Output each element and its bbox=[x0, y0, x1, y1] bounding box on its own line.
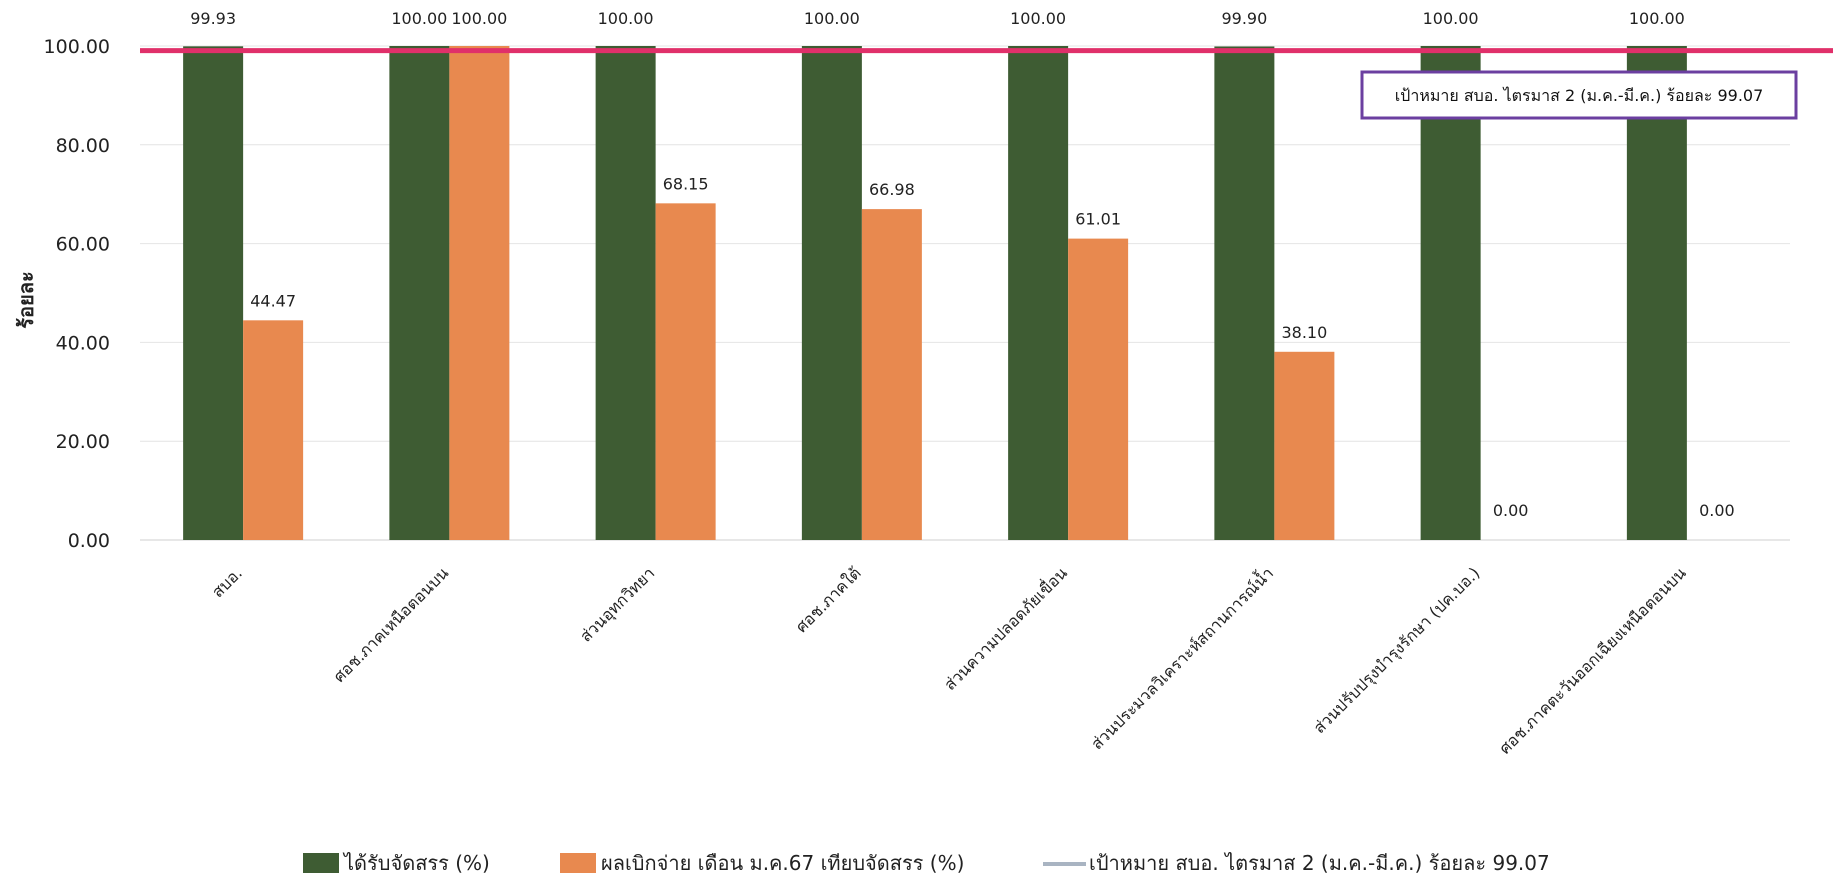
bar-disbursed bbox=[1068, 238, 1129, 540]
legend-swatch-allocated bbox=[303, 853, 339, 873]
target-annotation-text: เป้าหมาย สบอ. ไตรมาส 2 (ม.ค.-มี.ค.) ร้อย… bbox=[1395, 86, 1764, 105]
data-label: 100.00 bbox=[598, 9, 654, 28]
x-category-label: ส่วนอุทกวิทยา bbox=[576, 563, 659, 646]
y-tick-label: 100.00 bbox=[44, 36, 110, 58]
bar-disbursed bbox=[449, 46, 510, 540]
x-category-label: ส่วนประมวลวิเคราะห์สถานการณ์น้ำ bbox=[1086, 562, 1277, 753]
x-category-label: ส่วนปรับปรุงบำรุงรักษา (ปค.บอ.) bbox=[1310, 563, 1485, 738]
legend-label-allocated: ได้รับจัดสรร (%) bbox=[342, 851, 490, 874]
y-tick-label: 60.00 bbox=[56, 234, 110, 256]
data-label: 44.47 bbox=[250, 291, 296, 310]
y-tick-label: 0.00 bbox=[68, 530, 110, 552]
x-category-label: ส่วนความปลอดภัยเขื่อน bbox=[939, 562, 1071, 694]
bar-allocated bbox=[183, 46, 244, 541]
x-category-label: สบอ. bbox=[208, 563, 246, 601]
data-label: 100.00 bbox=[804, 9, 860, 28]
data-label: 100.00 bbox=[1629, 9, 1685, 28]
y-tick-label: 40.00 bbox=[56, 332, 110, 354]
bar-allocated bbox=[595, 46, 656, 540]
gridlines bbox=[140, 45, 1790, 541]
bar-disbursed bbox=[655, 203, 716, 541]
target-annotation-box bbox=[1360, 70, 1798, 120]
bars bbox=[183, 46, 1687, 541]
bar-allocated bbox=[1008, 46, 1069, 540]
x-category-label: ศอช.ภาคใต้ bbox=[792, 563, 865, 636]
y-tick-label: 80.00 bbox=[56, 135, 110, 157]
data-label: 68.15 bbox=[663, 174, 709, 193]
data-label: 66.98 bbox=[869, 180, 915, 199]
data-label: 100.00 bbox=[391, 9, 447, 28]
bar-allocated bbox=[1420, 46, 1481, 540]
legend-label-target: เป้าหมาย สบอ. ไตรมาส 2 (ม.ค.-มี.ค.) ร้อย… bbox=[1089, 851, 1550, 874]
data-label: 99.90 bbox=[1221, 9, 1267, 28]
legend: ได้รับจัดสรร (%) ผลเบิกจ่าย เดือน ม.ค.67… bbox=[303, 851, 1550, 874]
y-axis-label: ร้อยละ bbox=[14, 271, 38, 328]
bar-allocated bbox=[389, 46, 450, 540]
data-label: 100.00 bbox=[1010, 9, 1066, 28]
data-label: 99.93 bbox=[190, 9, 236, 28]
legend-swatch-disbursed bbox=[560, 853, 596, 873]
data-label: 100.00 bbox=[451, 9, 507, 28]
bar-disbursed bbox=[243, 320, 304, 540]
bar-allocated bbox=[1626, 46, 1687, 540]
data-label: 100.00 bbox=[1423, 9, 1479, 28]
bar-allocated bbox=[801, 46, 862, 540]
data-label: 38.10 bbox=[1281, 323, 1327, 342]
y-axis-ticks: 0.00 20.00 40.00 60.00 80.00 100.00 bbox=[44, 36, 110, 552]
x-category-label: ศอช.ภาคเหนือตอนบน bbox=[329, 563, 452, 686]
data-label: 0.00 bbox=[1493, 501, 1529, 520]
target-annotation: เป้าหมาย สบอ. ไตรมาส 2 (ม.ค.-มี.ค.) ร้อย… bbox=[1360, 70, 1798, 120]
y-tick-label: 20.00 bbox=[56, 431, 110, 453]
bar-disbursed bbox=[861, 209, 922, 540]
data-label: 61.01 bbox=[1075, 210, 1121, 229]
category-labels: สบอ. ศอช.ภาคเหนือตอนบน ส่วนอุทกวิทยา ศอช.ภา… bbox=[208, 562, 1690, 758]
data-label: 0.00 bbox=[1699, 501, 1735, 520]
bar-allocated bbox=[1214, 46, 1275, 541]
x-category-label: ศอช.ภาคตะวันออกเฉียงเหนือตอนบน bbox=[1495, 563, 1689, 757]
legend-label-disbursed: ผลเบิกจ่าย เดือน ม.ค.67 เทียบจัดสรร (%) bbox=[601, 851, 964, 874]
bar-disbursed bbox=[1274, 351, 1335, 540]
